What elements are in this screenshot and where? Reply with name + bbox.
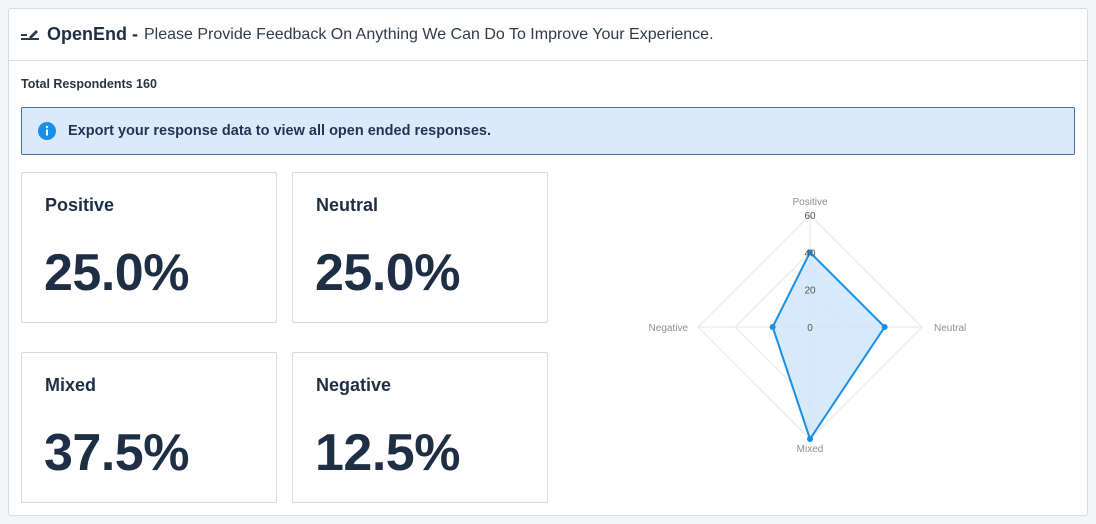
card-value: 37.5% <box>44 424 189 482</box>
card-label: Mixed <box>45 375 97 395</box>
radar-tick-label: 0 <box>807 323 813 334</box>
info-banner-text: Export your response data to view all op… <box>68 123 492 139</box>
radar-point <box>807 436 813 442</box>
radar-axis-label: Positive <box>792 197 827 208</box>
radar-chart: 0 20 40 60 Positive Neutral Mixed Negative <box>649 197 967 455</box>
radar-point <box>769 324 776 330</box>
question-text: Please Provide Feedback On Anything We C… <box>144 25 714 43</box>
card-value: 25.0% <box>44 244 189 302</box>
card-neutral: Neutral 25.0% <box>292 172 548 323</box>
radar-tick-label: 40 <box>804 248 816 259</box>
card-negative: Negative 12.5% <box>292 352 548 503</box>
question-type: OpenEnd - <box>47 24 138 44</box>
radar-point <box>881 324 888 330</box>
radar-axis-label: Mixed <box>797 444 824 455</box>
radar-tick-label: 20 <box>804 286 816 297</box>
open-end-icon <box>21 29 39 40</box>
card-label: Positive <box>45 195 115 215</box>
panel-header: OpenEnd - Please Provide Feedback On Any… <box>9 9 1087 61</box>
card-label: Negative <box>316 375 392 395</box>
radar-tick-label: 60 <box>804 211 816 222</box>
radar-series-area <box>771 250 886 442</box>
card-positive: Positive 25.0% <box>21 172 277 323</box>
question-panel: OpenEnd - Please Provide Feedback On Any… <box>8 8 1088 516</box>
radar-axis-label: Neutral <box>934 323 966 334</box>
card-value: 25.0% <box>315 244 460 302</box>
card-mixed: Mixed 37.5% <box>21 352 277 503</box>
info-icon <box>38 122 56 140</box>
card-label: Neutral <box>316 195 379 215</box>
info-banner: Export your response data to view all op… <box>21 107 1075 155</box>
radar-point <box>807 249 813 256</box>
total-respondents: Total Respondents 160 <box>21 77 157 91</box>
radar-axis-label: Negative <box>649 323 689 334</box>
card-value: 12.5% <box>315 424 460 482</box>
